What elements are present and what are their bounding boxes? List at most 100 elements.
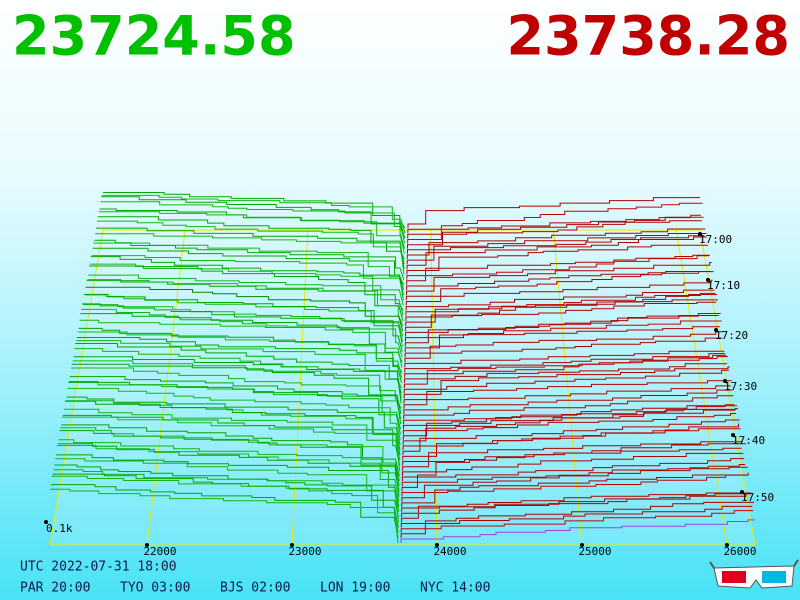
bid-depth-line xyxy=(103,192,406,229)
ask-depth-line xyxy=(404,326,720,342)
ask-depth-line xyxy=(401,452,744,476)
ask-depth-line xyxy=(401,472,749,507)
ask-depth-line xyxy=(403,389,733,414)
city-time: NYC 14:00 xyxy=(420,581,490,596)
bid-depth-line xyxy=(83,304,403,347)
ask-depth-line xyxy=(401,443,746,492)
ask-depth-line xyxy=(403,356,728,389)
bid-depth-line xyxy=(64,400,401,456)
bid-depth-line xyxy=(61,424,400,476)
ask-depth-line xyxy=(402,408,738,445)
bid-depth-line xyxy=(73,356,402,404)
bid-depth-line xyxy=(59,430,400,487)
bid-depth-line xyxy=(83,293,403,342)
time-tick-dot xyxy=(706,278,710,282)
city-time: LON 19:00 xyxy=(320,581,390,596)
time-tick-label: 17:50 xyxy=(741,491,774,504)
ask-depth-line xyxy=(403,385,731,404)
ask-depth-line xyxy=(405,294,718,327)
time-tick-label: 17:40 xyxy=(732,434,765,447)
city-time: TYO 03:00 xyxy=(120,581,190,596)
ask-depth-line xyxy=(407,220,702,239)
bid-depth-line xyxy=(68,381,401,435)
city-time: BJS 02:00 xyxy=(220,581,290,596)
bid-depth-line xyxy=(99,208,406,249)
ask-depth-line xyxy=(403,366,730,399)
ask-depth-line xyxy=(401,474,747,497)
bid-depth-line xyxy=(89,265,404,311)
ask-depth-line xyxy=(400,505,753,528)
volume-label: 0.1k xyxy=(46,522,73,535)
city-time: PAR 20:00 xyxy=(20,581,90,596)
time-tick-dot xyxy=(723,379,727,383)
bid-depth-line xyxy=(60,427,400,482)
ask-depth-line xyxy=(406,216,704,249)
ask-depth-line xyxy=(400,519,755,543)
bid-depth-line xyxy=(96,227,405,270)
bid-depth-line xyxy=(79,319,403,368)
ask-depth-line xyxy=(405,315,719,337)
ask-depth-line xyxy=(404,331,724,363)
ask-depth-line xyxy=(403,395,734,420)
bid-depth-line xyxy=(81,308,403,358)
ask-depth-line xyxy=(403,369,729,394)
bid-depth-line xyxy=(100,201,406,244)
bid-depth-line xyxy=(95,233,405,275)
price-grid-line xyxy=(146,229,186,546)
bid-depth-line xyxy=(62,416,401,471)
price-tick-dot xyxy=(435,543,439,547)
price-tick-dot xyxy=(145,543,149,547)
time-tick-label: 17:30 xyxy=(724,380,757,393)
bid-depth-line xyxy=(92,247,405,291)
ask-depth-line xyxy=(402,428,741,461)
bid-depth-line xyxy=(102,194,406,234)
ask-depth-line xyxy=(404,350,725,368)
ask-depth-line xyxy=(404,320,722,352)
bid-depth-line xyxy=(88,274,404,316)
ask-depth-line xyxy=(405,271,714,306)
bid-depth-line xyxy=(93,242,405,286)
ask-depth-line xyxy=(402,419,740,456)
bid-depth-line xyxy=(85,286,404,332)
ask-depth-line xyxy=(407,197,700,228)
ask-depth-line xyxy=(406,236,708,270)
bid-depth-line xyxy=(75,343,402,394)
bid-depth-line xyxy=(58,439,400,492)
bid-depth-line xyxy=(55,458,400,513)
time-tick-dot xyxy=(740,490,744,494)
ask-depth-line xyxy=(405,262,712,296)
ask-depth-line xyxy=(405,292,716,316)
ask-depth-line xyxy=(400,492,752,523)
price-tick-dot xyxy=(290,543,294,547)
axis-labels: 22000 23000 24000 25000 26000 17:00 17:10 17:20… xyxy=(44,232,774,558)
bid-depth-line xyxy=(72,360,402,409)
ask-depth-line xyxy=(406,271,711,290)
bid-depth-line xyxy=(76,340,402,389)
time-tick-dot xyxy=(698,232,702,236)
ask-depth-line xyxy=(402,405,737,440)
ask-depth-line xyxy=(404,354,727,378)
bid-depth-line xyxy=(101,196,406,239)
bid-depth-line xyxy=(98,211,405,254)
bid-depth-line xyxy=(67,387,401,440)
bid-depth-line xyxy=(66,396,401,445)
ask-depth-line xyxy=(406,244,709,275)
ask-depth-line xyxy=(403,404,735,425)
bid-depth-line xyxy=(96,220,405,265)
bid-depth-line xyxy=(50,488,399,544)
price-tick-dot xyxy=(725,543,729,547)
price-grid-line xyxy=(553,229,583,546)
city-times: PAR 20:00 TYO 03:00 BJS 02:00 LON 19:00 NYC … xyxy=(20,581,490,596)
price-tick-label: 24000 xyxy=(433,545,466,558)
bid-depth-line xyxy=(86,280,404,327)
ask-depth-line xyxy=(406,254,710,285)
bid-depth-line xyxy=(90,256,404,301)
time-tick-dot xyxy=(731,433,735,437)
price-tick-label: 22000 xyxy=(143,545,176,558)
ask-depth-line xyxy=(400,510,754,533)
bid-depth-line xyxy=(76,337,403,384)
bid-depth-line xyxy=(78,327,403,373)
ask-depth-line xyxy=(405,289,715,311)
price-tick-label: 23000 xyxy=(288,545,321,558)
